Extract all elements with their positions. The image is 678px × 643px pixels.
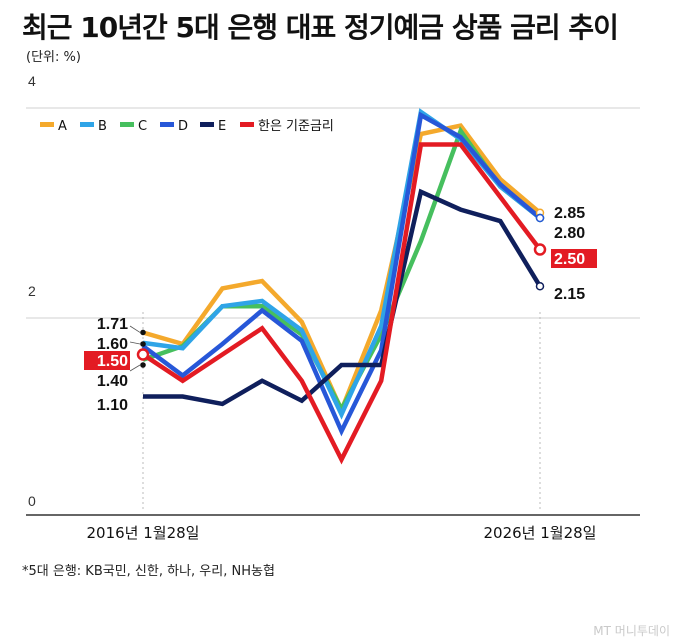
legend-label: A <box>58 119 67 134</box>
start-label: 1.71 <box>97 316 128 333</box>
end-label: 2.15 <box>554 286 585 303</box>
chart-title: 최근 10년간 5대 은행 대표 정기예금 상품 금리 추이 <box>22 11 619 44</box>
start-label: 1.10 <box>97 397 128 414</box>
legend-swatch <box>120 122 134 127</box>
end-marker <box>535 282 545 291</box>
data-labels: 1.71 1.601.50 1.40 1.10 2.85 2.80 2.50 2.15 <box>84 205 597 414</box>
leader-line <box>129 325 141 333</box>
legend-swatch <box>200 122 214 127</box>
legend-label: B <box>98 119 107 134</box>
end-label-base-rate: 2.50 <box>554 251 585 268</box>
x-label-end: 2026년 1월28일 <box>484 524 597 542</box>
end-label: 2.85 <box>554 205 585 222</box>
end-marker <box>535 213 545 223</box>
start-marker <box>140 329 146 336</box>
series-line-d <box>141 111 542 437</box>
grid-lines <box>26 107 640 516</box>
series-line-base-rate <box>141 142 542 465</box>
start-marker <box>140 341 146 347</box>
endpoint-markers <box>136 208 547 368</box>
legend-swatch <box>240 122 254 127</box>
start-label: 1.40 <box>97 373 128 390</box>
y-tick-label: 0 <box>28 493 36 509</box>
start-marker-base-rate <box>136 348 150 361</box>
start-label-base-rate: 1.50 <box>97 353 128 370</box>
y-tick-label: 4 <box>28 73 36 89</box>
legend: A B C D E 한은 기준금리 <box>40 119 334 134</box>
start-label-base-rate-bg <box>84 351 130 370</box>
legend-label: C <box>138 119 147 134</box>
x-label-start: 2016년 1월28일 <box>87 524 200 542</box>
footnote: *5대 은행: KB국민, 신한, 하나, 우리, NH농협 <box>22 564 275 579</box>
end-label: 2.80 <box>554 225 585 242</box>
series-line-e <box>143 188 542 407</box>
leader-line <box>129 341 141 345</box>
x-axis-labels: 2016년 1월28일 2026년 1월28일 <box>87 524 597 542</box>
legend-swatch <box>160 122 174 127</box>
y-tick-label: 2 <box>28 283 36 299</box>
unit-label: (단위: %) <box>26 50 81 65</box>
legend-swatch <box>80 122 94 127</box>
end-label-base-rate-bg <box>551 249 597 268</box>
series-lines <box>141 108 542 465</box>
y-tick-labels: 0 2 4 <box>28 73 36 509</box>
start-marker <box>140 362 146 368</box>
start-label: 1.60 <box>97 336 128 353</box>
legend-label: 한은 기준금리 <box>258 119 334 134</box>
legend-label: E <box>218 119 226 134</box>
legend-label: D <box>178 119 188 134</box>
legend-swatch <box>40 122 54 127</box>
end-marker <box>533 243 547 256</box>
leader-line <box>129 364 141 372</box>
source-credit: MT 머니투데이 <box>593 624 670 638</box>
